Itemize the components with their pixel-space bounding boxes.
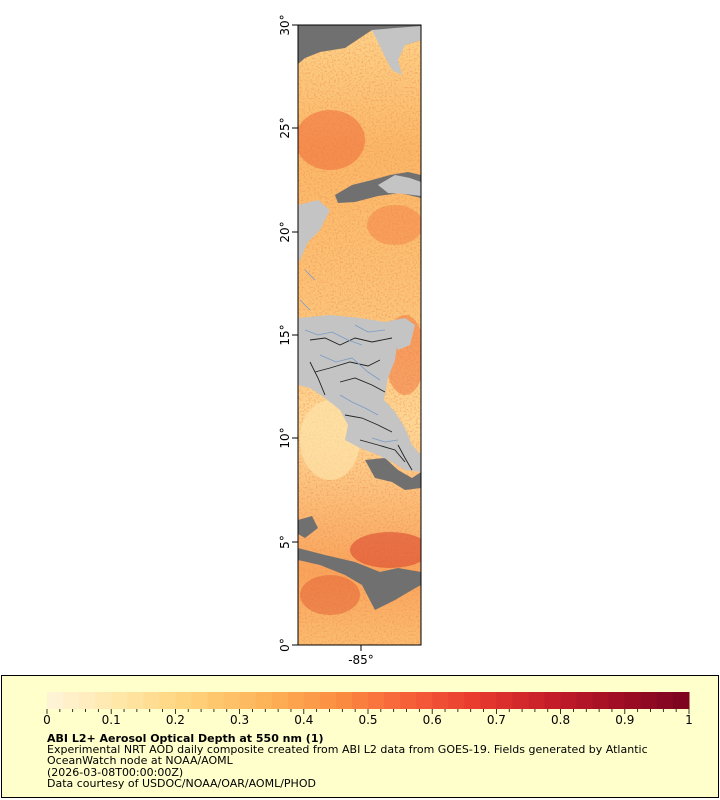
lat-tick-label-0: 0°	[278, 638, 292, 652]
colorbar-cell	[239, 692, 257, 709]
lat-tick-label-15: 15°	[278, 324, 292, 345]
colorbar-tick-label: 0.1	[102, 713, 121, 727]
colorbar-cell	[351, 692, 369, 709]
colorbar-cell	[287, 692, 305, 709]
colorbar-cell	[319, 692, 337, 709]
colorbar-cell	[95, 692, 112, 709]
colorbar-cell	[576, 692, 594, 709]
colorbar-cell	[672, 692, 690, 709]
no-data-region-north	[298, 25, 421, 64]
colorbar-cell	[47, 692, 64, 709]
colorbar-cell	[416, 692, 433, 709]
colorbar-cell	[368, 692, 385, 709]
colorbar-cell	[592, 692, 610, 709]
colorbar-tick-label: 0.6	[423, 713, 442, 727]
colorbar-cell	[271, 692, 289, 709]
colorbar-cell	[400, 692, 417, 709]
lat-tick-label-5: 5°	[278, 535, 292, 549]
colorbar-cell	[79, 692, 96, 709]
no-data-region-sw-edge	[298, 516, 318, 538]
colorbar-cell	[432, 692, 449, 709]
colorbar-tick-label: 0.2	[166, 713, 185, 727]
longitude-axis: -85°	[348, 645, 374, 667]
colorbar-cell	[143, 692, 160, 709]
no-data-region-sw-south	[298, 548, 421, 610]
colorbar-cell	[528, 692, 546, 709]
colorbar-tick-label: 0.5	[358, 713, 377, 727]
colorbar-cell	[63, 692, 80, 709]
colorbar-tick-label: 0.7	[487, 713, 506, 727]
colorbar-cell	[560, 692, 578, 709]
aod-low-patch	[300, 400, 360, 480]
colorbar-tick-label: 1	[685, 713, 693, 727]
legend-date: (2026-03-08T00:00:00Z)	[47, 766, 184, 779]
colorbar-tick-label: 0.3	[230, 713, 249, 727]
colorbar-tick-label: 0.9	[615, 713, 634, 727]
colorbar-cell	[544, 692, 562, 709]
colorbar-cell	[207, 692, 225, 709]
colorbar-tick-label: 0.4	[294, 713, 313, 727]
aod-high-patch-mid	[367, 205, 421, 245]
colorbar-cell	[335, 692, 353, 709]
colorbar-cell	[496, 692, 513, 709]
no-data-region-panama	[365, 458, 421, 490]
river-lines	[299, 269, 399, 443]
colorbar-cell	[624, 692, 642, 709]
colorbar-tick-label: 0	[43, 713, 51, 727]
legend-title: ABI L2+ Aerosol Optical Depth at 550 nm …	[47, 732, 324, 745]
colorbar-cell	[191, 692, 208, 709]
map-figure: 0° 5° 10° 15° 20° 25° 30° -85°	[278, 14, 422, 667]
land-island-north	[378, 175, 421, 196]
latitude-axis: 0° 5° 10° 15° 20° 25° 30°	[278, 14, 298, 652]
aod-high-patch-north	[298, 110, 365, 170]
colorbar-cell	[223, 692, 241, 709]
land-north-coast	[372, 26, 421, 75]
colorbar-cell	[384, 692, 401, 709]
colorbar-cell	[111, 692, 128, 709]
legend-description: Experimental NRT AOD daily composite cre…	[47, 743, 648, 767]
colorbar-cell	[255, 692, 273, 709]
country-border-lines	[309, 337, 413, 471]
colorbar-cell	[464, 692, 481, 709]
colorbar-cell	[608, 692, 626, 709]
lat-tick-label-10: 10°	[278, 427, 292, 448]
lat-tick-label-25: 25°	[278, 117, 292, 138]
aod-high-patch-south	[350, 532, 421, 568]
colorbar-tick-label: 0.8	[551, 713, 570, 727]
colorbar-cell	[640, 692, 658, 709]
colorbar-cell	[303, 692, 321, 709]
land-west-peninsula	[298, 200, 330, 262]
colorbar-cell	[656, 692, 674, 709]
colorbar-cell	[127, 692, 144, 709]
lon-tick-label: -85°	[348, 653, 374, 667]
land-yucatan-tip	[385, 318, 415, 350]
colorbar-cell	[175, 692, 192, 709]
colorbar-cell	[480, 692, 497, 709]
land-central-america	[298, 315, 421, 472]
colorbar-cell	[159, 692, 176, 709]
legend-credit: Data courtesy of USDOC/NOAA/OAR/AOML/PHO…	[47, 777, 316, 790]
colorbar-cell	[448, 692, 465, 709]
colorbar-cell	[512, 692, 529, 709]
aod-high-patch-southwest	[300, 575, 360, 615]
lat-tick-label-30: 30°	[278, 14, 292, 35]
lat-tick-label-20: 20°	[278, 221, 292, 242]
